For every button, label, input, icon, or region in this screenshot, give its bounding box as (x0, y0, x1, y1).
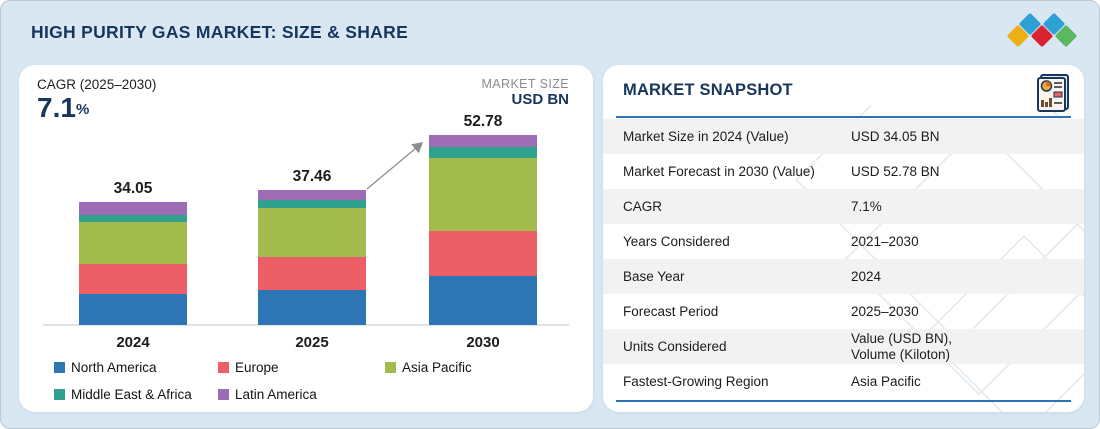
cagr-value: 7.1% (37, 92, 90, 123)
legend-label: Europe (235, 360, 279, 375)
bar-2030: 52.78 (429, 113, 537, 325)
cagr-unit: % (75, 101, 90, 118)
legend-swatch-icon (54, 362, 65, 373)
snapshot-row: Forecast Period 2025–2030 (603, 294, 1084, 329)
bar-segment-latin-america (79, 202, 187, 215)
legend-label: Middle East & Africa (71, 387, 192, 402)
legend-label: Asia Pacific (402, 360, 472, 375)
legend-swatch-icon (54, 389, 65, 400)
snapshot-row: Fastest-Growing Region Asia Pacific (603, 364, 1084, 399)
snapshot-card: MARKET SNAPSHOT Market Size in 2024 (Val… (603, 65, 1084, 412)
x-axis-category-label: 2025 (295, 334, 329, 351)
bar-segment-europe (79, 264, 187, 294)
bar-segment-north-america (429, 276, 537, 325)
bar-segment-asia-pacific (258, 208, 366, 258)
bar-segment-europe (258, 257, 366, 291)
bar-segment-middle-east-africa (258, 200, 366, 209)
snapshot-row: CAGR 7.1% (603, 189, 1084, 224)
cagr-label: CAGR (2025–2030) (37, 77, 157, 92)
snapshot-row-value: 7.1% (851, 198, 882, 214)
snapshot-row: Market Size in 2024 (Value) USD 34.05 BN (603, 119, 1084, 154)
bar-total-label: 34.05 (113, 180, 153, 198)
legend-item-middle-east-africa: Middle East & Africa (54, 387, 192, 402)
snapshot-title: MARKET SNAPSHOT (623, 81, 793, 99)
bar-segment-latin-america (429, 134, 537, 148)
bar-segment-asia-pacific (429, 157, 537, 231)
logo-diamonds-icon (1006, 12, 1078, 60)
legend-item-north-america: North America (54, 360, 157, 375)
legend-item-asia-pacific: Asia Pacific (385, 360, 472, 375)
market-size-caption: MARKET SIZE USD BN (481, 77, 569, 108)
snapshot-row: Units Considered Value (USD BN), Volume (… (603, 329, 1084, 364)
legend-item-latin-america: Latin America (218, 387, 317, 402)
bar-segment-middle-east-africa (79, 214, 187, 222)
x-axis-line (43, 324, 569, 326)
bar-segment-asia-pacific (79, 221, 187, 265)
snapshot-row: Base Year 2024 (603, 259, 1084, 294)
snapshot-row: Market Forecast in 2030 (Value) USD 52.78… (603, 154, 1084, 189)
legend-swatch-icon (218, 389, 229, 400)
legend-swatch-icon (385, 362, 396, 373)
market-size-label: MARKET SIZE (481, 77, 569, 91)
legend-item-europe: Europe (218, 360, 279, 375)
legend-label: Latin America (235, 387, 317, 402)
report-icon (1037, 74, 1069, 112)
snapshot-row-label: Years Considered (623, 234, 730, 249)
legend-swatch-icon (218, 362, 229, 373)
snapshot-top-rule (616, 116, 1071, 118)
bar-2024: 34.05 (79, 180, 187, 325)
snapshot-table: Market Size in 2024 (Value) USD 34.05 BN M… (603, 119, 1084, 399)
snapshot-row-label: Fastest-Growing Region (623, 374, 769, 389)
snapshot-bottom-rule (616, 400, 1071, 402)
snapshot-row-label: Base Year (623, 269, 685, 284)
bar-stack (79, 202, 187, 325)
snapshot-row-label: Units Considered (623, 339, 727, 354)
snapshot-row-value: USD 52.78 BN (851, 163, 940, 179)
snapshot-row-label: Forecast Period (623, 304, 719, 319)
x-axis-category-label: 2030 (466, 334, 500, 351)
x-axis-category-label: 2024 (116, 334, 150, 351)
bar-stack (429, 134, 537, 325)
bar-2025: 37.46 (258, 168, 366, 325)
bar-total-label: 37.46 (292, 168, 332, 186)
snapshot-row-value: Asia Pacific (851, 373, 921, 389)
snapshot-row-value: 2025–2030 (851, 303, 919, 319)
bar-stack (258, 190, 366, 325)
snapshot-row-value: Value (USD BN), Volume (Kiloton) (851, 330, 953, 362)
bar-segment-north-america (79, 293, 187, 325)
market-size-unit: USD BN (511, 91, 569, 108)
chart-card: CAGR (2025–2030) 7.1% MARKET SIZE USD BN… (19, 65, 593, 412)
legend-label: North America (71, 360, 157, 375)
snapshot-row-value: 2024 (851, 268, 882, 284)
bar-total-label: 52.78 (463, 112, 503, 130)
snapshot-row-value: 2021–2030 (851, 233, 919, 249)
snapshot-row-label: Market Size in 2024 (Value) (623, 129, 789, 144)
bar-segment-europe (429, 231, 537, 276)
snapshot-row-label: CAGR (623, 199, 663, 214)
snapshot-row: Years Considered 2021–2030 (603, 224, 1084, 259)
bar-segment-north-america (258, 290, 366, 325)
bar-segment-latin-america (258, 190, 366, 201)
snapshot-row-label: Market Forecast in 2030 (Value) (623, 164, 815, 179)
page-title: HIGH PURITY GAS MARKET: SIZE & SHARE (31, 22, 409, 42)
snapshot-row-value: USD 34.05 BN (851, 128, 940, 144)
bar-segment-middle-east-africa (429, 147, 537, 158)
